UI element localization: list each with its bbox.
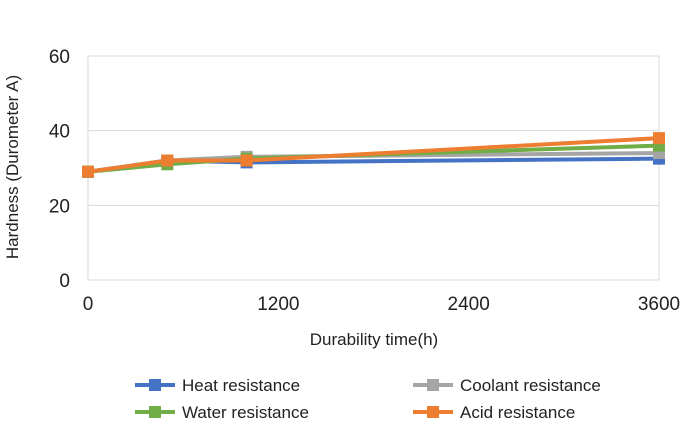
legend-item-coolant-resistance: Coolant resistance <box>413 376 601 395</box>
x-tick-label-3600: 3600 <box>638 294 680 315</box>
y-tick-label-20: 20 <box>49 196 70 217</box>
legend-label-coolant-resistance: Coolant resistance <box>460 376 601 395</box>
grid-lines <box>88 55 659 206</box>
legend-marker-acid-resistance <box>427 406 439 418</box>
legend-item-heat-resistance: Heat resistance <box>135 376 300 395</box>
data-point-acid-resistance-1 <box>161 154 174 167</box>
data-point-acid-resistance-3 <box>653 132 665 145</box>
data-point-acid-resistance-2 <box>240 154 253 167</box>
axes <box>87 56 660 281</box>
legend-label-heat-resistance: Heat resistance <box>182 376 300 395</box>
series-line-acid-resistance <box>87 136 660 174</box>
legend-label-acid-resistance: Acid resistance <box>460 403 575 422</box>
y-tick-label-60: 60 <box>49 47 70 68</box>
data-point-acid-resistance-0 <box>82 165 94 178</box>
legend-item-water-resistance: Water resistance <box>135 403 309 422</box>
legend-marker-coolant-resistance <box>427 379 439 391</box>
x-tick-label-1200: 1200 <box>257 294 299 315</box>
series-layer <box>82 132 665 178</box>
series-acid-resistance <box>82 132 665 178</box>
x-tick-label-2400: 2400 <box>448 294 490 315</box>
y-tick-label-0: 0 <box>59 271 70 292</box>
x-tick-label-0: 0 <box>83 294 94 315</box>
legend: Heat resistance Coolant resistance Water r… <box>135 376 601 422</box>
y-axis-title: Hardness (Durometer A) <box>3 75 22 259</box>
legend-label-water-resistance: Water resistance <box>182 403 309 422</box>
x-axis-title: Durability time(h) <box>310 330 438 349</box>
legend-item-acid-resistance: Acid resistance <box>413 403 575 422</box>
tick-labels: 0 20 40 60 0 1200 2400 3600 <box>49 47 680 315</box>
legend-marker-heat-resistance <box>149 379 161 391</box>
legend-marker-water-resistance <box>149 406 161 418</box>
y-tick-label-40: 40 <box>49 122 70 143</box>
